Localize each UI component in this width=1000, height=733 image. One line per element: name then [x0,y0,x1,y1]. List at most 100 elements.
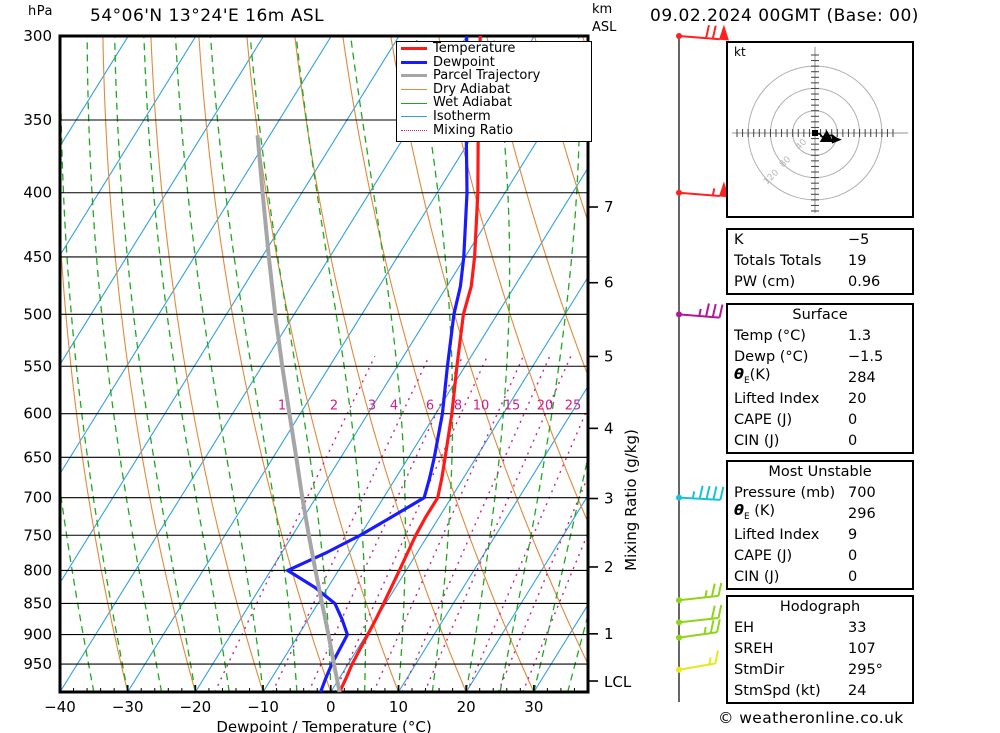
table-row-value: 20 [848,391,867,407]
table-row: Dewp (°C) −1.5 [728,347,912,368]
wind-barb [676,650,719,673]
legend-item: Dry Adiabat [397,83,591,97]
pressure-tick-label: 600 [23,405,52,423]
pressure-tick-label: 550 [23,357,52,375]
hodograph-panel: 40 80 120 [726,41,914,218]
legend-label: Temperature [433,41,516,56]
pressure-unit-label: hPa [28,4,53,19]
table-row-label: StmSpd (kt) [734,683,821,699]
pressure-tick-label: 800 [23,561,52,579]
table-row-label: StmDir [734,662,785,678]
pressure-tick-label: 450 [23,248,52,266]
legend-swatch [401,116,427,118]
hodograph-ring-label: 120 [762,168,781,187]
legend-swatch [401,89,427,91]
wet-adiabat-line [295,36,367,692]
table-row-value: 24 [848,683,867,699]
pressure-tick-label: 700 [23,489,52,507]
mixing-ratio-line [466,405,588,692]
dry-adiabat-line [198,36,332,692]
wet-adiabat-line [174,36,264,692]
table-row-value: −5 [848,232,870,248]
table-row: θE (K) 296 [728,503,912,525]
table-row: Pressure (mb) 700 [728,483,912,504]
table-row: CIN (J) 0 [728,567,912,588]
height-tick-label: 7 [604,198,614,216]
wind-barb [676,485,725,501]
x-tick-label: 0 [326,698,336,716]
mixing-ratio-line [372,355,524,692]
table-row: PW (cm) 0.96 [728,272,912,293]
pressure-tick-label: 350 [23,111,52,129]
mixing-ratio-value-label: 4 [390,399,398,414]
mixing-ratio-line [423,355,572,692]
x-tick-label: −20 [180,698,212,716]
dry-adiabat-line [102,36,196,692]
pressure-tick-label: 400 [23,184,52,202]
legend-swatch [401,129,427,131]
wind-barb [676,582,723,604]
table-row-value: 0 [848,433,858,449]
table-row-value: 0 [848,412,858,428]
plot-frame [58,34,590,694]
legend-label: Wet Adiabat [433,95,513,111]
table-row-label: Dewp (°C) [734,349,809,365]
table-title: Most Unstable [768,464,872,480]
table-row: StmDir 295° [728,660,912,681]
isotherm-line [262,166,588,692]
hodograph-ring-label: 80 [778,155,793,170]
pressure-tick-label: 850 [23,594,52,612]
table-row: K −5 [728,230,912,251]
isotherm-line [465,494,588,692]
height-tick-label: 3 [604,490,614,508]
pressure-tick-label: 650 [23,448,52,466]
legend-label: Mixing Ratio [433,122,514,138]
table-row: Lifted Index 20 [728,389,912,410]
surface-table: Surface Temp (°C) 1.3 Dewp (°C) −1.5 θE(K) 284… [726,303,914,454]
table-row: θE(K) 284 [728,367,912,389]
mixing-ratio-value-label: 25 [565,399,582,414]
table-row-value: 0 [848,569,858,585]
hodograph-storm-motion-marker [819,130,834,143]
mixing-ratio-value-label: 10 [473,399,490,414]
legend-label: Dewpoint [433,54,495,70]
table-row-value: 9 [848,527,858,543]
legend-swatch [401,74,427,78]
height-tick-label: 5 [604,347,614,365]
mixing-ratio-value-label: 8 [454,399,462,414]
legend-item: Temperature [397,42,591,56]
copyright-footer: © weatheronline.co.uk [718,709,904,727]
legend-label: Dry Adiabat [433,81,510,97]
wind-barb [676,619,721,641]
height-tick-label: 2 [604,558,614,576]
dry-adiabat-line [486,36,588,378]
hodograph-table: Hodograph EH 33 SREH 107 StmDir 295° StmSpd (kt… [726,595,914,704]
table-row: StmSpd (kt) 24 [728,681,912,702]
wet-adiabat-line [86,36,163,692]
table-row-label: CAPE (J) [734,412,793,428]
table-row: CIN (J) 0 [728,431,912,452]
isotherm-line [397,385,588,692]
table-row-label: K [734,232,744,248]
table-row-label: Lifted Index [734,391,820,407]
mixing-ratio-value-label: 20 [537,399,554,414]
x-tick-label: −10 [247,698,279,716]
table-row: Temp (°C) 1.3 [728,326,912,347]
table-title: Surface [792,307,848,323]
trace-dewpoint [284,35,469,693]
table-row-value: 107 [848,641,876,657]
pressure-tick-label: 950 [23,655,52,673]
table-row-label: Lifted Index [734,527,820,543]
mixing-ratio-value-label: 2 [330,399,338,414]
indices-table: K −5 Totals Totals 19 PW (cm) 0.96 [726,228,914,295]
table-row: SREH 107 [728,639,912,660]
table-row-value: 0 [848,548,858,564]
legend-item: Isotherm [397,110,591,124]
dry-adiabat-line [60,225,129,692]
table-row-value: 33 [848,620,867,636]
legend-swatch [401,102,427,104]
wind-barb [676,303,724,319]
legend-item: Wet Adiabat [397,96,591,110]
